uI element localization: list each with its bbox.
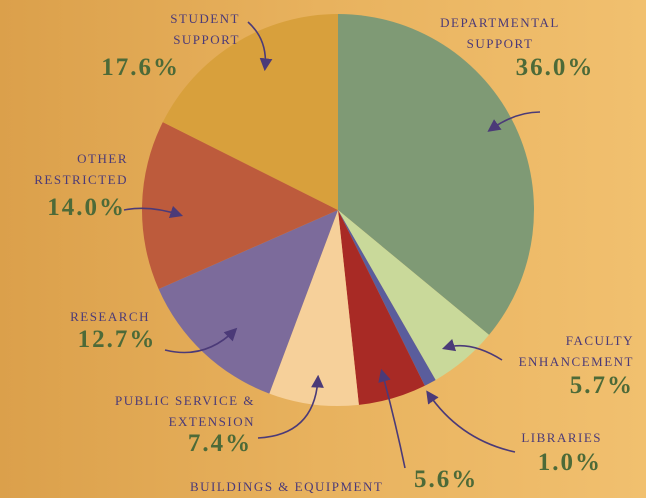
slice-label: PUBLIC SERVICE & EXTENSION bbox=[115, 393, 255, 429]
pie bbox=[142, 14, 534, 407]
arrow bbox=[164, 327, 238, 354]
slice-label: DEPARTMENTAL SUPPORT bbox=[440, 15, 560, 51]
value-label: 5.6% bbox=[414, 466, 479, 493]
pie-slice bbox=[158, 210, 338, 394]
pie-slice bbox=[338, 210, 436, 386]
value-label: 17.6% bbox=[101, 54, 180, 81]
arrow bbox=[441, 338, 503, 361]
slice-label: RESEARCH bbox=[70, 309, 150, 324]
value-label: 5.7% bbox=[569, 372, 634, 399]
arrow bbox=[378, 368, 406, 469]
value-label: 1.0% bbox=[537, 449, 602, 476]
value-label: 36.0% bbox=[515, 54, 595, 81]
arrow bbox=[257, 374, 324, 439]
slice-label: FACULTY ENHANCEMENT bbox=[518, 333, 634, 369]
arrow bbox=[487, 111, 541, 132]
arrows bbox=[123, 21, 541, 469]
pie-slice bbox=[269, 210, 359, 407]
value-label: 14.0% bbox=[47, 194, 126, 221]
slice-label: BUILDINGS & EQUIPMENT bbox=[190, 479, 384, 494]
pie-slice bbox=[162, 14, 338, 210]
slice-label: OTHER RESTRICTED bbox=[34, 151, 128, 187]
pie-slice bbox=[142, 122, 338, 289]
value-label: 7.4% bbox=[187, 430, 253, 457]
pie-slice bbox=[338, 210, 490, 380]
arrow bbox=[247, 21, 273, 72]
arrow bbox=[426, 390, 516, 453]
value-label: 12.7% bbox=[77, 326, 157, 353]
arrow bbox=[123, 205, 184, 219]
slice-label: STUDENT SUPPORT bbox=[170, 11, 240, 47]
pie-slice bbox=[338, 210, 425, 405]
slice-label: LIBRARIES bbox=[521, 430, 602, 445]
pie-slice bbox=[338, 14, 534, 335]
